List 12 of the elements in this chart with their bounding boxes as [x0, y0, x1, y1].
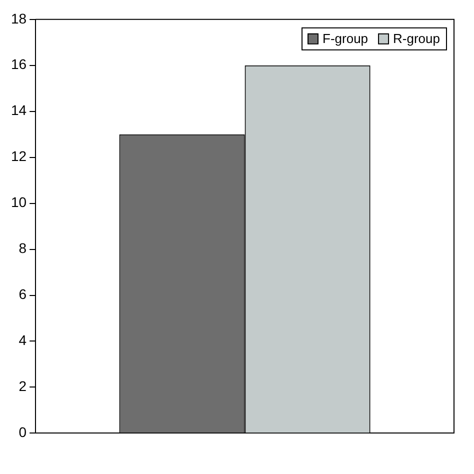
legend-label: R-group	[393, 30, 440, 46]
y-tick-label: 4	[18, 332, 27, 348]
y-tick-label: 14	[10, 102, 27, 118]
y-tick-label: 18	[10, 10, 27, 26]
y-tick-label: 16	[10, 56, 27, 72]
y-tick-label: 12	[10, 148, 27, 164]
y-tick-label: 2	[18, 378, 27, 394]
y-tick-label: 8	[18, 240, 27, 256]
y-tick-label: 6	[18, 286, 27, 302]
y-tick-label: 0	[18, 424, 27, 440]
y-tick-label: 10	[10, 194, 27, 210]
legend-label: F-group	[322, 30, 368, 46]
